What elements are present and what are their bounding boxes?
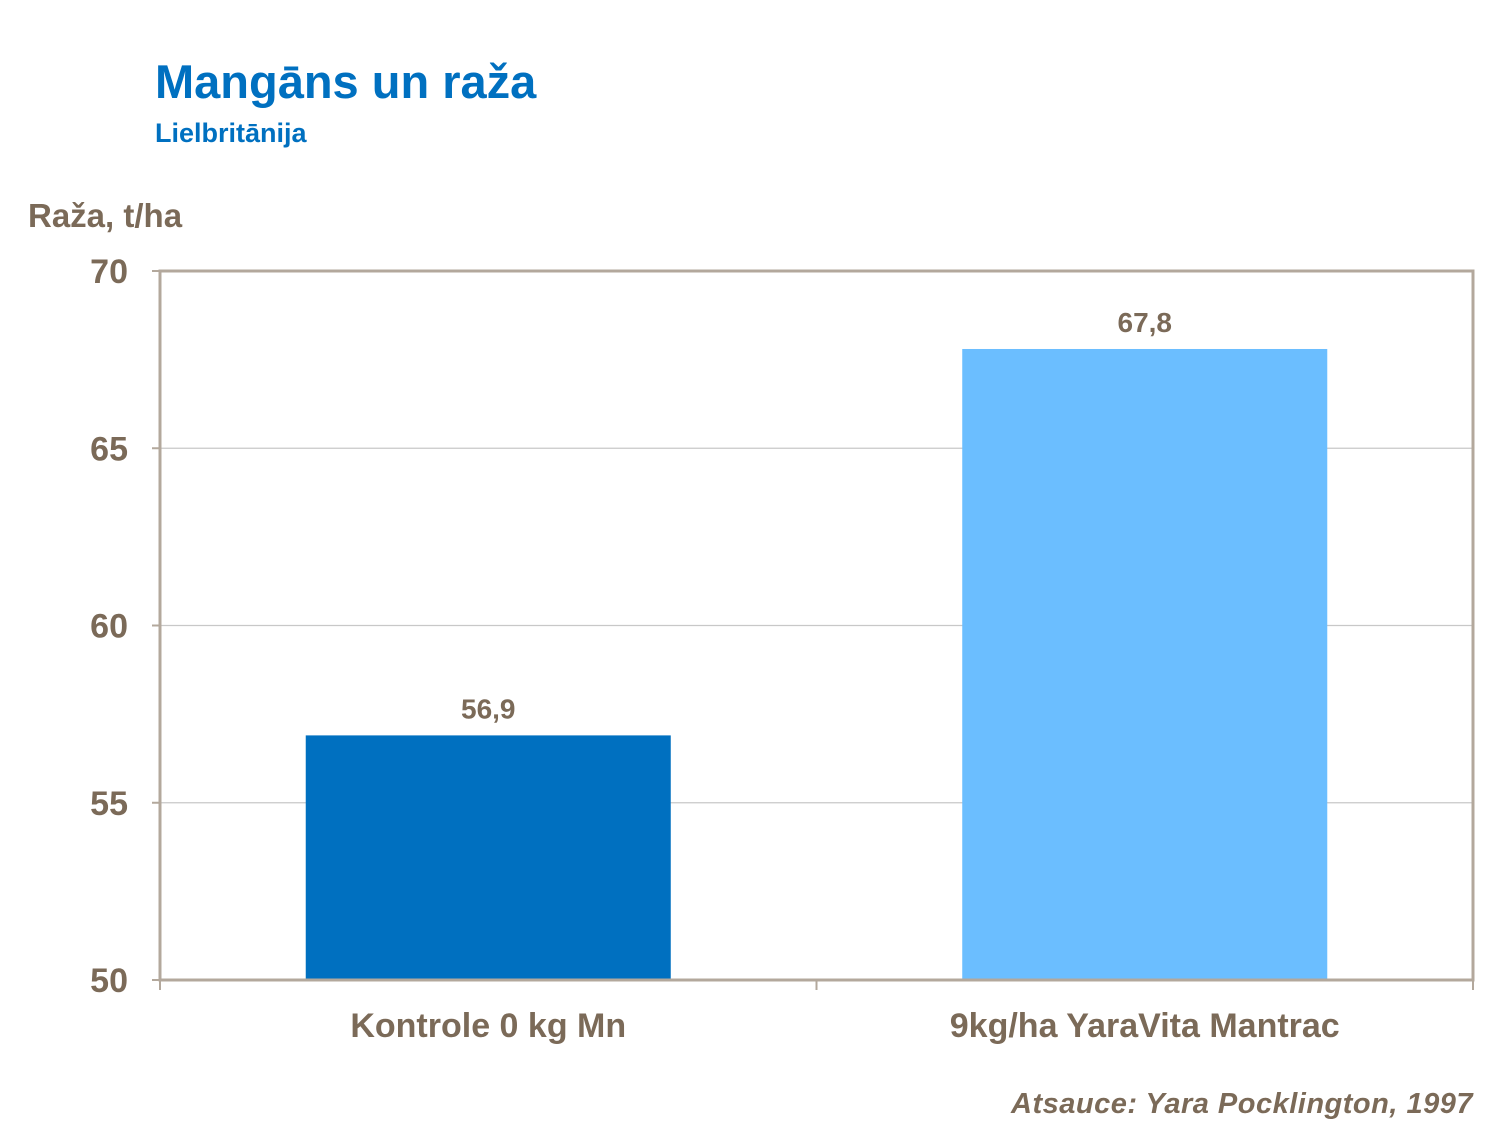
- y-tick-label: 65: [90, 430, 128, 468]
- bar: [305, 735, 671, 980]
- data-label: 67,8: [1118, 307, 1173, 338]
- axes: [152, 269, 1475, 990]
- x-tick-label: 9kg/ha YaraVita Mantrac: [950, 1007, 1340, 1045]
- chart-subtitle: Lielbritānija: [155, 118, 307, 148]
- data-label: 56,9: [461, 693, 516, 724]
- y-axis-label: Raža, t/ha: [28, 197, 183, 234]
- bars: [305, 348, 1328, 980]
- y-tick-label: 50: [90, 962, 128, 1000]
- y-tick-label: 55: [90, 785, 128, 823]
- y-tick-label: 70: [90, 253, 128, 291]
- labels: 50 55 60 65 70 56,9 Kontrole 0 kg Mn 67,8 9kg/ha…: [90, 253, 1340, 1045]
- plot-frame: [158, 269, 1475, 982]
- chart-title: Mangāns un raža: [155, 55, 537, 108]
- x-tick-label: Kontrole 0 kg Mn: [350, 1007, 626, 1045]
- source-note: Atsauce: Yara Pocklington, 1997: [1011, 1088, 1473, 1120]
- y-tick-label: 60: [90, 608, 128, 646]
- bar: [962, 348, 1328, 980]
